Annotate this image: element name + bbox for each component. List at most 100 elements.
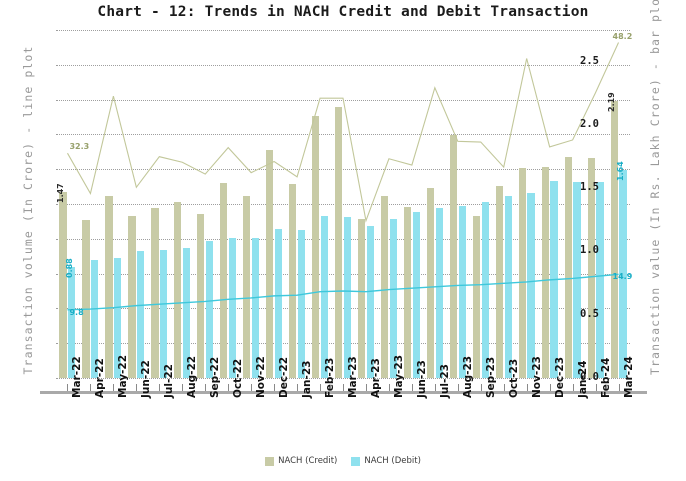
bar-credit[interactable] — [449, 135, 457, 378]
bar-credit[interactable] — [380, 195, 389, 378]
bar-credit[interactable] — [105, 195, 113, 378]
bar-credit[interactable] — [220, 183, 228, 378]
bar-debit[interactable] — [343, 217, 351, 378]
bar-debit[interactable] — [481, 202, 489, 378]
bar-credit[interactable] — [610, 100, 618, 378]
bar-debit[interactable] — [458, 205, 466, 378]
x-axis-label: Nov-23 — [530, 356, 543, 398]
bar-debit[interactable] — [91, 260, 99, 378]
bar-debit[interactable] — [573, 181, 581, 378]
bar-debit[interactable] — [274, 228, 283, 378]
bar-debit[interactable] — [297, 229, 306, 378]
x-axis-label: Jan-24 — [576, 360, 589, 398]
bar-credit[interactable] — [128, 216, 136, 378]
gridline — [56, 64, 630, 66]
line-credit-value-label: 32.3 — [69, 142, 90, 152]
x-tick-mark — [113, 384, 115, 391]
bar-credit[interactable] — [82, 219, 90, 378]
x-axis-label: Feb-24 — [599, 357, 612, 398]
x-tick-mark — [205, 384, 207, 391]
bar-debit[interactable] — [366, 226, 374, 378]
bar-credit[interactable] — [289, 184, 297, 378]
bar-credit[interactable] — [151, 208, 159, 378]
bar-credit[interactable] — [426, 188, 435, 378]
x-tick-mark — [434, 384, 436, 391]
bar-credit[interactable] — [59, 191, 67, 378]
bar-credit-value-label: 1.47 — [56, 183, 66, 203]
legend-label: NACH (Credit) — [278, 456, 338, 466]
line-credit-value-label: 48.2 — [612, 31, 633, 41]
bar-debit[interactable] — [137, 251, 145, 378]
bar-credit[interactable] — [357, 218, 366, 378]
legend-swatch-icon — [265, 456, 275, 466]
bar-debit[interactable] — [251, 237, 260, 378]
legend-swatch-icon — [351, 456, 361, 466]
bar-credit[interactable] — [403, 207, 412, 378]
x-tick-mark — [549, 384, 551, 391]
y-axis-right-title: Transaction value (In Rs. Lakh Crore) - … — [648, 0, 662, 375]
bar-credit[interactable] — [266, 150, 274, 378]
x-tick-mark — [595, 384, 597, 391]
x-tick-mark — [274, 384, 276, 391]
bar-credit[interactable] — [243, 195, 251, 378]
gridline — [56, 30, 630, 31]
bar-credit[interactable] — [312, 116, 320, 378]
line-debit-value-label: 14.9 — [612, 272, 633, 282]
legend-label: NACH (Debit) — [364, 456, 421, 466]
x-axis-label: Apr-23 — [369, 358, 382, 398]
legend-item[interactable]: NACH (Credit) — [265, 456, 337, 466]
x-tick-mark — [572, 384, 574, 391]
bar-debit[interactable] — [504, 195, 512, 378]
x-axis-label: Dec-23 — [553, 356, 566, 398]
bar-debit[interactable] — [596, 181, 604, 378]
x-axis-label: Aug-22 — [186, 355, 199, 398]
x-tick-mark — [320, 384, 322, 391]
line-debit-volume — [67, 273, 619, 311]
x-axis-label: Jul-23 — [438, 364, 451, 398]
x-tick-mark — [136, 384, 138, 391]
x-axis-label: Oct-23 — [507, 358, 520, 398]
x-axis-label: Nov-22 — [255, 356, 268, 398]
bar-debit[interactable] — [412, 212, 420, 378]
bar-debit[interactable] — [206, 241, 214, 378]
gridline — [56, 343, 630, 345]
legend-item[interactable]: NACH (Debit) — [351, 456, 421, 466]
x-axis-label: May-22 — [117, 354, 130, 398]
x-axis-label: Aug-23 — [461, 355, 474, 398]
bar-debit[interactable] — [619, 170, 627, 378]
bar-credit[interactable] — [541, 166, 549, 378]
bar-debit[interactable] — [435, 208, 443, 378]
bar-credit[interactable] — [495, 185, 503, 378]
bar-debit[interactable] — [114, 257, 122, 378]
bar-debit[interactable] — [320, 216, 329, 378]
bar-credit[interactable] — [472, 216, 480, 378]
x-tick-mark — [480, 384, 482, 391]
x-axis-label: Jul-22 — [163, 364, 176, 398]
x-tick-mark — [526, 384, 528, 391]
bar-debit[interactable] — [183, 247, 191, 378]
bar-debit[interactable] — [229, 237, 237, 378]
x-tick-mark — [90, 384, 92, 391]
bar-debit[interactable] — [527, 193, 535, 378]
bar-credit[interactable] — [174, 202, 182, 378]
gridline — [56, 273, 630, 275]
bar-debit[interactable] — [68, 266, 76, 378]
x-tick-mark — [297, 384, 299, 391]
bar-credit[interactable] — [197, 213, 205, 378]
bar-debit[interactable] — [389, 218, 397, 378]
bar-debit-value-label: 0.88 — [64, 257, 74, 278]
chart-legend: NACH (Credit) NACH (Debit) — [0, 456, 686, 466]
x-tick-mark — [67, 384, 69, 391]
line-debit-value-label: 9.8 — [69, 307, 84, 317]
bar-credit[interactable] — [335, 107, 343, 378]
bar-debit[interactable] — [160, 250, 168, 378]
x-tick-mark — [503, 384, 505, 391]
bar-credit[interactable] — [587, 157, 595, 378]
x-tick-mark — [182, 384, 184, 391]
x-axis-label: Jan-23 — [301, 360, 314, 398]
x-tick-mark — [159, 384, 161, 391]
bar-credit[interactable] — [518, 167, 526, 378]
x-tick-mark — [618, 384, 620, 391]
y-tick-right: 2.5 — [580, 54, 599, 67]
bar-credit[interactable] — [564, 156, 572, 378]
